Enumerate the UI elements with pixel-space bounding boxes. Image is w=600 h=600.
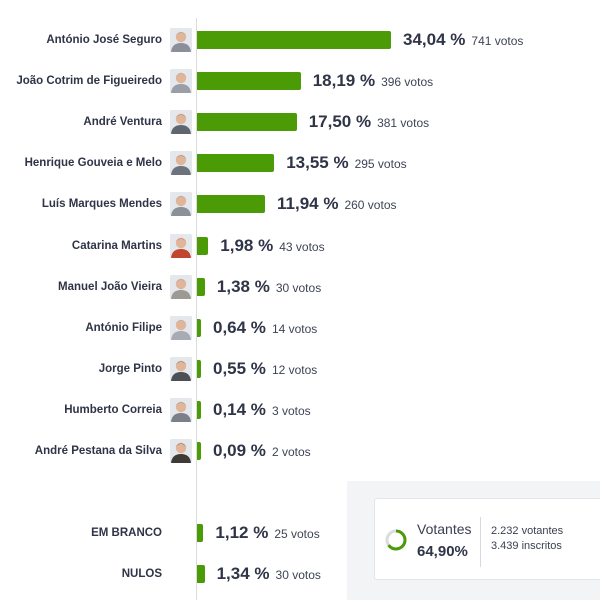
candidate-percent: 0,55 % bbox=[213, 359, 266, 378]
candidate-bar bbox=[197, 237, 209, 255]
other-vote-votes: 25 votos bbox=[274, 527, 320, 541]
candidate-value-label: 0,09 % 2 votos bbox=[213, 438, 311, 464]
candidate-value-label: 0,64 % 14 votos bbox=[213, 315, 317, 341]
candidate-value-label: 13,55 % 295 votos bbox=[286, 150, 406, 176]
candidate-value-label: 0,14 % 3 votos bbox=[213, 397, 311, 423]
candidate-row: António Filipe 0,64 % 14 votos bbox=[0, 315, 600, 341]
candidate-row: António José Seguro 34,04 % 741 votos bbox=[0, 27, 600, 53]
candidate-percent: 17,50 % bbox=[308, 112, 372, 131]
candidate-avatar-icon bbox=[170, 275, 192, 299]
candidate-name: Luís Marques Mendes bbox=[41, 198, 162, 210]
candidate-avatar-icon bbox=[170, 28, 192, 52]
candidate-name: João Cotrim de Figueiredo bbox=[16, 75, 162, 87]
candidate-percent: 0,09 % bbox=[213, 441, 266, 460]
candidate-name: Catarina Martins bbox=[71, 240, 162, 252]
other-vote-value-label: 1,34 % 30 votos bbox=[217, 561, 321, 587]
candidate-name: António José Seguro bbox=[46, 34, 162, 46]
candidate-avatar-icon bbox=[170, 234, 192, 258]
other-vote-bar bbox=[197, 524, 204, 542]
candidate-row: Jorge Pinto 0,55 % 12 votos bbox=[0, 356, 600, 382]
candidate-row: Humberto Correia 0,14 % 3 votos bbox=[0, 397, 600, 423]
candidate-votes: 2 votos bbox=[271, 445, 311, 459]
candidate-name: Humberto Correia bbox=[64, 404, 162, 416]
candidate-votes: 396 votos bbox=[381, 75, 434, 89]
other-vote-bar bbox=[197, 565, 205, 583]
candidate-avatar-icon bbox=[170, 398, 192, 422]
candidate-avatar-icon bbox=[170, 192, 192, 216]
turnout-percent: 64,90% bbox=[417, 543, 468, 560]
candidate-votes: 12 votos bbox=[271, 363, 318, 377]
candidate-votes: 295 votos bbox=[354, 157, 407, 171]
turnout-divider bbox=[480, 517, 481, 567]
candidate-votes: 741 votos bbox=[471, 34, 524, 48]
candidate-bar bbox=[197, 154, 275, 172]
candidate-avatar-icon bbox=[170, 357, 192, 381]
candidate-value-label: 34,04 % 741 votos bbox=[403, 27, 523, 53]
candidate-percent: 0,14 % bbox=[213, 400, 266, 419]
other-vote-value-label: 1,12 % 25 votos bbox=[215, 520, 319, 546]
turnout-ring-fill bbox=[385, 529, 407, 551]
candidate-bar bbox=[197, 360, 201, 378]
candidate-percent: 34,04 % bbox=[403, 30, 466, 49]
turnout-registered: 3.439 inscritos bbox=[491, 540, 562, 552]
other-vote-name: EM BRANCO bbox=[91, 527, 162, 539]
candidate-row: Catarina Martins 1,98 % 43 votos bbox=[0, 233, 600, 259]
other-vote-percent: 1,12 % bbox=[215, 523, 269, 542]
turnout-ring-icon bbox=[385, 529, 407, 551]
candidate-row: André Pestana da Silva 0,09 % 2 votos bbox=[0, 438, 600, 464]
candidate-name: André Pestana da Silva bbox=[34, 445, 162, 457]
candidate-bar bbox=[197, 195, 265, 213]
other-vote-votes: 30 votos bbox=[275, 568, 321, 582]
other-vote-row: EM BRANCO 1,12 % 25 votos bbox=[0, 520, 600, 546]
candidate-percent: 0,64 % bbox=[213, 318, 266, 337]
candidate-bar bbox=[197, 278, 205, 296]
candidate-votes: 43 votos bbox=[279, 240, 325, 254]
candidate-name: Jorge Pinto bbox=[98, 363, 162, 375]
candidate-row: Henrique Gouveia e Melo 13,55 % 295 votos bbox=[0, 150, 600, 176]
candidate-percent: 18,19 % bbox=[312, 71, 376, 90]
candidate-percent: 13,55 % bbox=[286, 153, 349, 172]
candidate-votes: 381 votos bbox=[377, 116, 430, 130]
candidate-bar bbox=[197, 72, 301, 90]
candidate-row: Manuel João Vieira 1,38 % 30 votos bbox=[0, 274, 600, 300]
candidate-value-label: 18,19 % 396 votos bbox=[313, 68, 433, 94]
turnout-label: Votantes bbox=[417, 521, 472, 537]
candidate-value-label: 0,55 % 12 votos bbox=[213, 356, 317, 382]
axis-line bbox=[196, 18, 197, 600]
candidate-avatar-icon bbox=[170, 151, 192, 175]
candidate-avatar-icon bbox=[170, 110, 192, 134]
candidate-name: André Ventura bbox=[83, 116, 162, 128]
candidate-votes: 14 votos bbox=[271, 322, 318, 336]
candidate-bar bbox=[197, 442, 201, 460]
candidate-name: Manuel João Vieira bbox=[58, 281, 162, 293]
candidate-avatar-icon bbox=[170, 439, 192, 463]
candidate-percent: 1,98 % bbox=[220, 236, 274, 255]
candidate-row: André Ventura 17,50 % 381 votos bbox=[0, 109, 600, 135]
turnout-voters: 2.232 votantes bbox=[491, 525, 564, 537]
candidate-percent: 1,38 % bbox=[216, 277, 270, 296]
candidate-value-label: 11,94 % 260 votos bbox=[277, 191, 397, 217]
candidate-votes: 30 votos bbox=[275, 281, 322, 295]
turnout-card: Votantes 64,90% 2.232 votantes 3.439 ins… bbox=[374, 498, 600, 580]
candidate-votes: 3 votos bbox=[271, 404, 311, 418]
other-vote-name: NULOS bbox=[121, 568, 162, 580]
candidate-value-label: 1,98 % 43 votos bbox=[220, 233, 324, 259]
other-vote-percent: 1,34 % bbox=[216, 564, 270, 583]
candidate-value-label: 17,50 % 381 votos bbox=[309, 109, 429, 135]
candidate-bar bbox=[197, 319, 201, 337]
candidate-row: João Cotrim de Figueiredo 18,19 % 396 voto… bbox=[0, 68, 600, 94]
candidate-bar bbox=[197, 31, 391, 49]
other-vote-row: NULOS 1,34 % 30 votos bbox=[0, 561, 600, 587]
candidate-row: Luís Marques Mendes 11,94 % 260 votos bbox=[0, 191, 600, 217]
candidate-value-label: 1,38 % 30 votos bbox=[217, 274, 321, 300]
candidate-avatar-icon bbox=[170, 316, 192, 340]
candidate-percent: 11,94 % bbox=[277, 194, 339, 213]
candidate-bar bbox=[197, 401, 201, 419]
candidate-votes: 260 votos bbox=[344, 198, 397, 212]
candidate-avatar-icon bbox=[170, 69, 192, 93]
candidate-name: António Filipe bbox=[85, 322, 162, 334]
candidate-bar bbox=[197, 113, 297, 131]
candidate-name: Henrique Gouveia e Melo bbox=[24, 157, 162, 169]
